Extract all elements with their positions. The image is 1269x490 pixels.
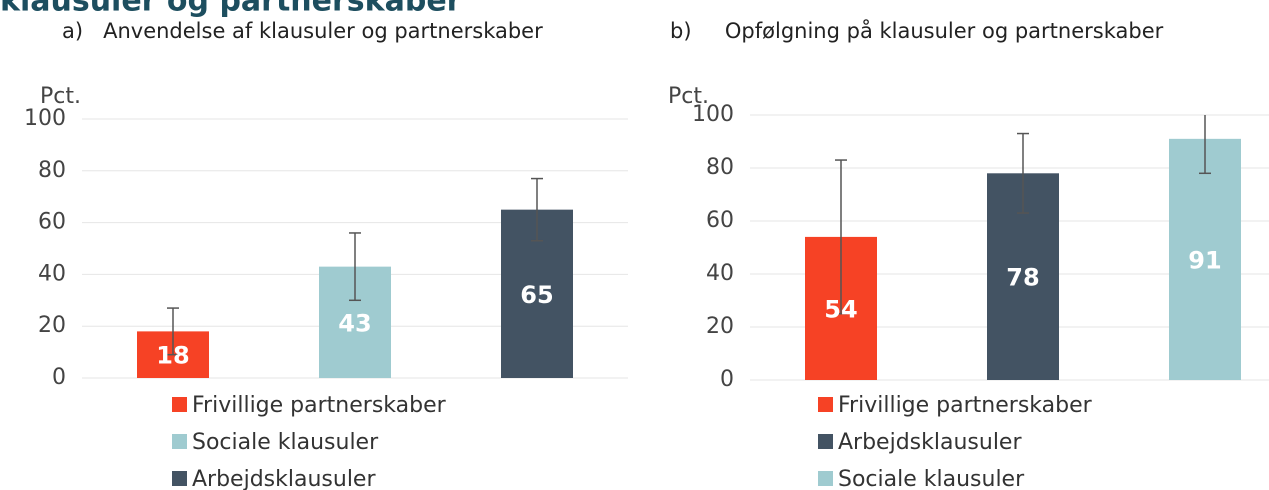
legend-label: Sociale klausuler	[192, 430, 379, 455]
legend-swatch	[172, 434, 187, 449]
y-axis-label: Pct.	[668, 84, 709, 109]
y-tick-label: 40	[706, 261, 734, 286]
bar	[1169, 138, 1241, 380]
legend-swatch	[818, 434, 833, 449]
y-tick-label: 20	[706, 314, 734, 339]
legend-label: Arbejdsklausuler	[192, 467, 376, 490]
subtitle: a) Anvendelse af klausuler og partnerska…	[62, 19, 543, 43]
error-bar	[349, 232, 361, 302]
error-bar	[1017, 132, 1029, 214]
y-tick-label: 20	[38, 313, 66, 338]
legend-label: Sociale klausuler	[838, 467, 1025, 490]
error-bar	[531, 177, 543, 242]
legend-label: Arbejdsklausuler	[838, 430, 1022, 455]
y-tick-label: 60	[706, 208, 734, 233]
y-tick-label: 80	[38, 158, 66, 183]
legend-swatch	[818, 471, 833, 486]
error-bar	[1199, 115, 1211, 175]
page-title: klausuler og partnerskaber	[0, 0, 462, 19]
subtitle: b) Opfølgning på klausuler og partnerska…	[670, 18, 1164, 43]
data-label: 54	[824, 295, 857, 323]
legend-swatch	[818, 397, 833, 412]
data-label: 78	[1006, 264, 1039, 292]
y-tick-label: 0	[720, 367, 734, 392]
data-label: 91	[1188, 246, 1221, 274]
legend-label: Frivillige partnerskaber	[192, 393, 447, 418]
y-tick-label: 60	[38, 210, 66, 235]
y-axis-label: Pct.	[40, 84, 81, 109]
y-tick-label: 100	[692, 102, 734, 127]
y-tick-label: 80	[706, 155, 734, 180]
error-bar	[835, 159, 847, 315]
data-label: 18	[156, 342, 189, 370]
data-label: 43	[338, 309, 371, 337]
error-bar	[167, 307, 179, 356]
y-tick-label: 40	[38, 261, 66, 286]
y-tick-label: 0	[52, 365, 66, 390]
data-label: 65	[520, 281, 553, 309]
legend-swatch	[172, 471, 187, 486]
legend-label: Frivillige partnerskaber	[838, 393, 1093, 418]
y-tick-label: 100	[24, 106, 66, 131]
legend-swatch	[172, 397, 187, 412]
